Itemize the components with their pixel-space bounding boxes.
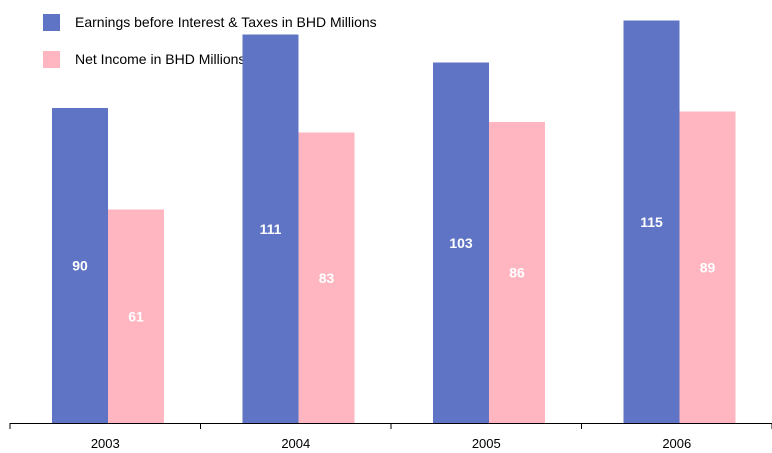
x-tick-label-2004: 2004: [281, 436, 310, 451]
data-label-net-income-2004: 83: [319, 270, 335, 286]
data-label-ebit-2005: 103: [449, 235, 473, 251]
bar-net-income-2004: [298, 132, 355, 423]
bars-group: [52, 20, 736, 423]
legend-swatch-ebit: [43, 14, 60, 31]
data-label-net-income-2003: 61: [128, 308, 144, 324]
x-tick-label-2006: 2006: [662, 436, 691, 451]
legend-label-ebit: Earnings before Interest & Taxes in BHD …: [75, 14, 377, 30]
data-label-ebit-2003: 90: [72, 258, 88, 274]
bar-ebit-2006: [623, 20, 680, 423]
bar-ebit-2004: [242, 34, 299, 423]
data-labels-group: 90 61 111 83 103 86 115 89: [72, 214, 715, 324]
bar-ebit-2005: [433, 62, 489, 423]
bar-net-income-2006: [679, 111, 736, 423]
data-label-ebit-2006: 115: [640, 214, 663, 230]
bar-ebit-2003: [52, 108, 108, 423]
legend-swatch-net-income: [43, 51, 60, 68]
bar-net-income-2005: [489, 122, 545, 423]
data-label-net-income-2005: 86: [509, 265, 525, 281]
data-label-ebit-2004: 111: [260, 221, 282, 237]
x-tick-label-2005: 2005: [472, 436, 501, 451]
x-axis: 2003 2004 2005 2006: [9, 423, 772, 451]
data-label-net-income-2006: 89: [700, 259, 716, 275]
bar-net-income-2003: [108, 209, 164, 423]
legend-label-net-income: Net Income in BHD Millions: [75, 51, 245, 67]
legend: Earnings before Interest & Taxes in BHD …: [43, 14, 377, 68]
x-tick-label-2003: 2003: [91, 436, 120, 451]
